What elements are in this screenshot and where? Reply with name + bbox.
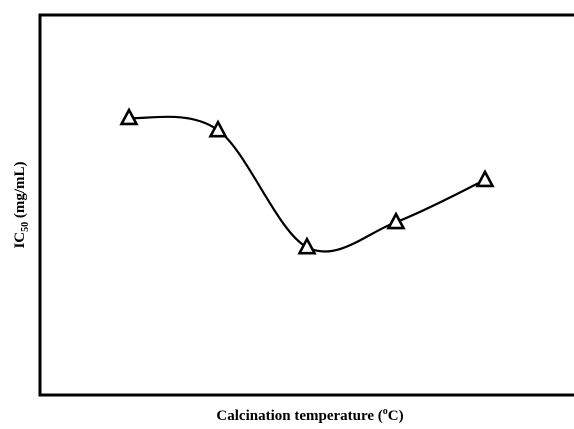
- marker: [475, 169, 495, 188]
- marker: [119, 107, 139, 126]
- y-label-rest: (mg/mL): [12, 161, 28, 221]
- y-label-sub: 50: [20, 222, 31, 232]
- marker: [297, 236, 317, 255]
- x-axis-label: Calcination temperature (oC): [216, 406, 403, 424]
- marker: [208, 119, 228, 138]
- y-label-main: IC: [12, 232, 28, 249]
- y-axis-label: IC50 (mg/mL): [12, 161, 31, 248]
- x-label-main: Calcination temperature (: [216, 408, 382, 424]
- x-label-rest: C): [388, 408, 404, 424]
- series-line: [128, 115, 486, 253]
- x-label-sup: o: [383, 406, 388, 417]
- marker: [386, 211, 406, 230]
